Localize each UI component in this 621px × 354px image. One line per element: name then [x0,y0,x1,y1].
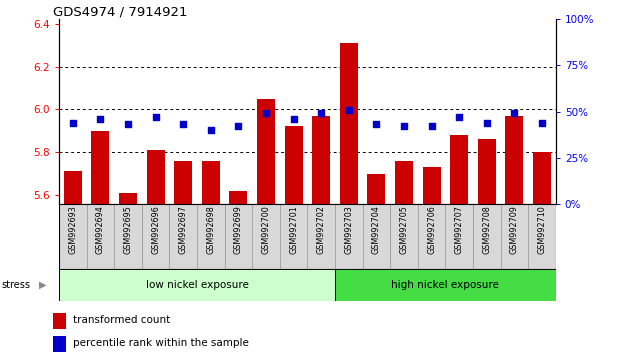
Point [206,127,215,133]
Bar [335,204,363,269]
Text: GSM992694: GSM992694 [96,206,105,254]
Bar [59,269,335,301]
Point [289,116,299,122]
Bar [368,173,386,204]
Text: GSM992699: GSM992699 [234,206,243,255]
Bar [229,191,247,204]
Bar [114,204,142,269]
Bar [335,269,556,301]
Bar [91,131,109,204]
Text: GSM992695: GSM992695 [124,206,132,255]
Point [233,124,243,129]
Bar [501,204,528,269]
Point [178,121,188,127]
Point [427,124,437,129]
Point [399,124,409,129]
Bar [53,313,66,329]
Text: transformed count: transformed count [73,315,170,325]
Bar [170,204,197,269]
Text: GSM992708: GSM992708 [483,206,491,254]
Bar [142,204,170,269]
Bar [528,204,556,269]
Text: GSM992709: GSM992709 [510,206,519,255]
Text: GSM992703: GSM992703 [344,206,353,254]
Bar [147,150,165,204]
Bar [257,99,275,204]
Text: high nickel exposure: high nickel exposure [391,280,499,290]
Text: low nickel exposure: low nickel exposure [145,280,248,290]
Point [344,107,354,113]
Text: GDS4974 / 7914921: GDS4974 / 7914921 [53,5,188,18]
Point [261,110,271,116]
Point [371,121,381,127]
Bar [450,135,468,204]
Bar [312,116,330,204]
Point [509,110,519,116]
Text: GSM992698: GSM992698 [206,206,215,254]
Text: GSM992705: GSM992705 [399,206,409,255]
Bar [445,204,473,269]
Bar [284,126,302,204]
Bar [478,139,496,204]
Point [123,121,133,127]
Bar [395,161,413,204]
Text: GSM992693: GSM992693 [68,206,77,254]
Text: ▶: ▶ [39,280,46,290]
Bar [418,204,445,269]
Point [68,120,78,125]
Bar [533,152,551,204]
Bar [363,204,390,269]
Bar [340,43,358,204]
Bar [86,204,114,269]
Bar [175,161,192,204]
Text: GSM992706: GSM992706 [427,206,436,254]
Text: GSM992697: GSM992697 [179,206,188,255]
Text: GSM992704: GSM992704 [372,206,381,254]
Bar [202,161,220,204]
Point [482,120,492,125]
Bar [225,204,252,269]
Text: GSM992707: GSM992707 [455,206,464,255]
Point [316,110,326,116]
Bar [119,193,137,204]
Text: percentile rank within the sample: percentile rank within the sample [73,338,249,348]
Point [454,114,464,120]
Bar [64,171,82,204]
Text: GSM992696: GSM992696 [151,206,160,254]
Bar [59,204,86,269]
Bar [505,116,524,204]
Point [96,116,106,122]
Point [151,114,161,120]
Text: GSM992702: GSM992702 [317,206,325,255]
Text: GSM992700: GSM992700 [261,206,271,254]
Bar [473,204,501,269]
Text: GSM992710: GSM992710 [538,206,546,254]
Bar [53,336,66,352]
Bar [307,204,335,269]
Bar [252,204,280,269]
Bar [390,204,418,269]
Bar [197,204,225,269]
Point [537,120,547,125]
Text: stress: stress [2,280,31,290]
Bar [280,204,307,269]
Text: GSM992701: GSM992701 [289,206,298,254]
Bar [423,167,440,204]
